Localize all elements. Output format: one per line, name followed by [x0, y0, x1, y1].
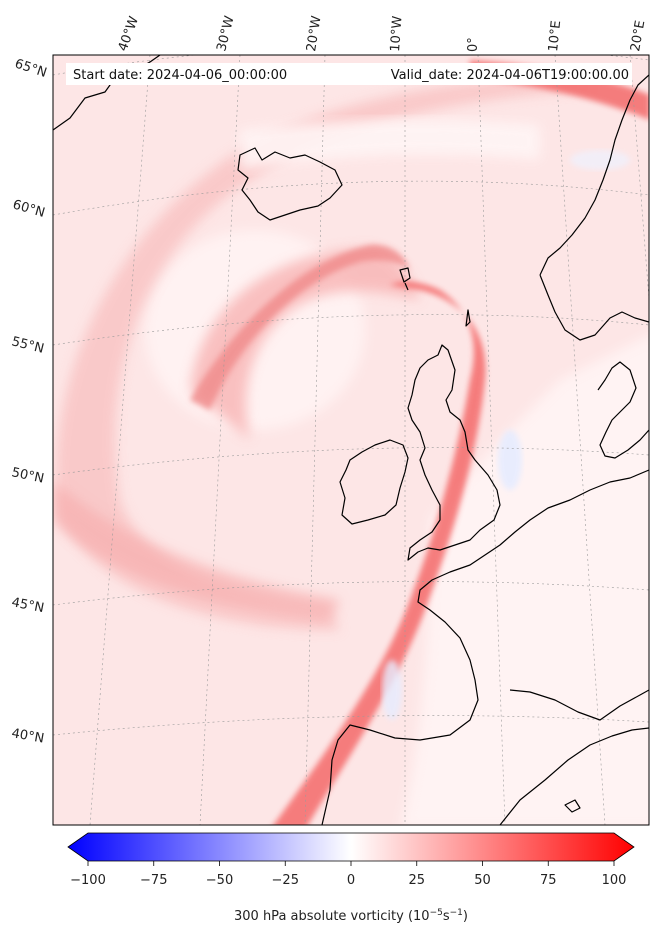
- lat-label-55n: 55°N: [10, 334, 45, 356]
- colorbar-tick-label: −100: [70, 873, 106, 888]
- lon-label-10w: 10°W: [388, 15, 405, 52]
- valid-date-text: Valid_date: 2024-04-06T19:00:00.00: [391, 68, 629, 83]
- lat-label-40n: 40°N: [10, 726, 45, 746]
- great-britain-coastline: [407, 344, 501, 561]
- colorbar-title: 300 hPa absolute vorticity (10−5s−1): [234, 908, 468, 924]
- date-header-box: [66, 63, 632, 85]
- lon-label-0: 0°: [466, 37, 481, 52]
- graticule: [53, 55, 649, 825]
- vorticity-field-shading: [53, 60, 649, 825]
- ireland-coastline: [339, 439, 409, 525]
- lon-label-20e: 20°E: [628, 19, 648, 52]
- iberia-south-coast: [509, 689, 649, 721]
- colorbar-tick-label: 0: [347, 873, 355, 888]
- mediterranean-coast: [499, 727, 649, 825]
- colorbar-tick-label: 100: [602, 873, 627, 888]
- lat-label-45n: 45°N: [10, 595, 45, 616]
- lon-label-30w: 30°W: [214, 14, 237, 53]
- longitude-labels: 40°W 30°W 20°W 10°W 0° 10°E 20°E: [116, 14, 649, 53]
- lat-label-60n: 60°N: [11, 197, 47, 220]
- norway-coastline: [539, 74, 649, 341]
- latitude-labels: 65°N 60°N 55°N 50°N 45°N 40°N: [10, 57, 49, 747]
- start-date-text: Start date: 2024-04-06_00:00:00: [73, 68, 287, 83]
- colorbar-bar: [67, 832, 635, 862]
- colorbar-tick-label: −50: [206, 873, 233, 888]
- colorbar: −100 −75 −50 −25 0 25 50 75 100 300 hPa absolute…: [67, 832, 635, 924]
- lat-label-50n: 50°N: [10, 465, 45, 486]
- lon-label-40w: 40°W: [116, 14, 142, 53]
- denmark-sweden-coastline: [597, 361, 649, 459]
- continental-coastline: [321, 469, 649, 825]
- lon-label-10e: 10°E: [546, 20, 564, 53]
- balearic-islands: [564, 799, 581, 813]
- lat-label-65n: 65°N: [13, 57, 49, 81]
- scotland-islands: [399, 267, 471, 327]
- colorbar-tick-label: 25: [408, 873, 425, 888]
- lon-label-20w: 20°W: [304, 15, 324, 53]
- colorbar-tick-label: 75: [540, 873, 557, 888]
- colorbar-tick-label: −25: [272, 873, 299, 888]
- colorbar-ticks: −100 −75 −50 −25 0 25 50 75 100: [70, 861, 626, 888]
- map-panel: [53, 55, 649, 825]
- iceland-coastline: [237, 147, 343, 221]
- colorbar-tick-label: 50: [474, 873, 491, 888]
- map-frame: [52, 54, 650, 826]
- colorbar-tick-label: −75: [140, 873, 167, 888]
